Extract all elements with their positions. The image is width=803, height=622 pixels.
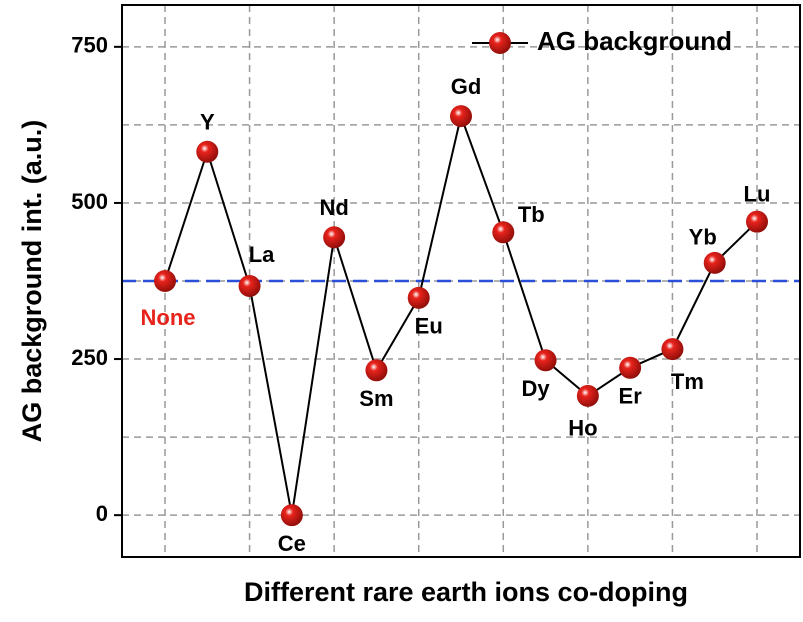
plot-frame — [121, 4, 801, 558]
point-label: Sm — [359, 386, 393, 411]
y-tick-label: 250 — [71, 345, 108, 370]
y-axis-label: AG background int. (a.u.) — [17, 120, 47, 443]
point-label: Gd — [451, 74, 482, 99]
y-tick-label: 500 — [71, 189, 108, 214]
point-label: Yb — [689, 225, 717, 250]
legend-label: AG background — [537, 26, 732, 56]
y-tick-label: 750 — [71, 33, 108, 58]
x-axis-label: Different rare earth ions co-doping — [244, 577, 688, 607]
data-point — [323, 226, 346, 249]
data-point — [703, 251, 726, 274]
data-point — [196, 140, 219, 163]
data-point — [746, 210, 768, 233]
data-point — [661, 338, 684, 361]
data-point — [492, 221, 515, 244]
data-point — [365, 359, 388, 382]
data-point — [534, 349, 557, 372]
data-point — [238, 274, 261, 297]
data-point — [407, 286, 430, 309]
point-label: Er — [619, 384, 643, 409]
legend-marker — [489, 32, 511, 54]
data-point — [450, 105, 472, 128]
point-label: Lu — [744, 181, 771, 206]
point-label: Tb — [518, 202, 545, 227]
data-point — [576, 384, 599, 407]
series-line — [164, 112, 758, 516]
point-label: Nd — [319, 195, 348, 220]
point-label: Eu — [415, 314, 443, 339]
point-label: None — [141, 305, 196, 330]
data-point — [619, 356, 642, 379]
point-label: Ce — [278, 531, 306, 556]
data-point — [154, 270, 176, 292]
y-tick-label: 0 — [96, 501, 108, 526]
point-label: Ho — [568, 416, 597, 441]
point-label: Y — [200, 110, 215, 135]
data-point — [280, 504, 303, 527]
point-label: Tm — [671, 369, 704, 394]
point-label: Dy — [522, 376, 551, 401]
point-label: La — [249, 242, 275, 267]
